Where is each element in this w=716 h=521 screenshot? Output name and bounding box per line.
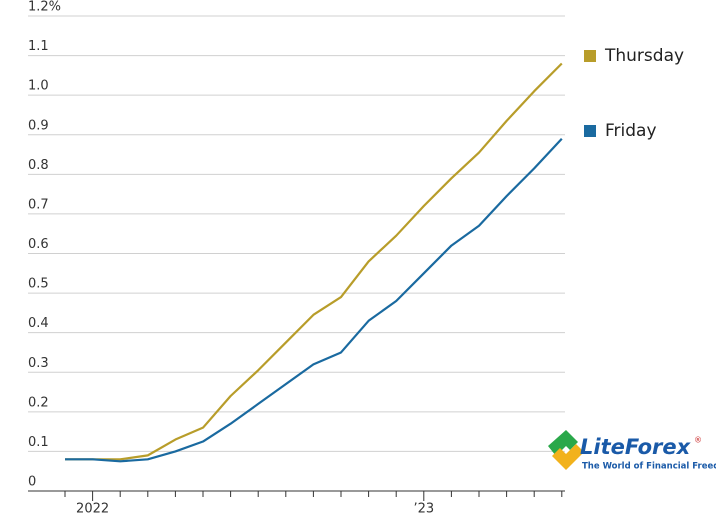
y-tick-label: 0.5 (28, 277, 49, 292)
y-tick-label: 0 (28, 475, 36, 490)
legend-label: Friday (605, 121, 657, 141)
logo-tagline: The World of Financial Freedom (582, 462, 716, 472)
y-tick-label: 1.0 (28, 79, 49, 94)
legend-swatch (584, 125, 596, 137)
logo-mark: ® (694, 436, 702, 445)
line (65, 137, 563, 463)
logo-text: LiteForex (580, 435, 692, 459)
y-tick-label: 0.6 (28, 237, 49, 252)
y-tick-label: 0.2 (28, 395, 49, 410)
line (65, 62, 563, 461)
y-tick-label: 0.4 (28, 316, 49, 331)
y-tick-label: 1.2% (28, 0, 61, 15)
x-tick-label: ’23 (413, 502, 434, 517)
logo: LiteForex ® The World of Financial Freed… (548, 430, 716, 472)
logo-icon (552, 444, 584, 470)
y-tick-label: 1.1 (28, 39, 49, 54)
legend-label: Thursday (604, 46, 684, 66)
y-tick-label: 0.1 (28, 435, 49, 450)
y-tick-label: 0.7 (28, 197, 49, 212)
legend-swatch (584, 50, 596, 62)
y-tick-label: 0.3 (28, 356, 49, 371)
plot: 0 0.1 0.2 0.3 0.4 0.5 0.6 0.7 0.8 0.9 1.0 1.1 1.2% 20… (28, 0, 684, 517)
x-tick-label: 2022 (76, 502, 109, 517)
y-tick-label: 0.8 (28, 158, 49, 173)
y-tick-label: 0.9 (28, 118, 49, 133)
